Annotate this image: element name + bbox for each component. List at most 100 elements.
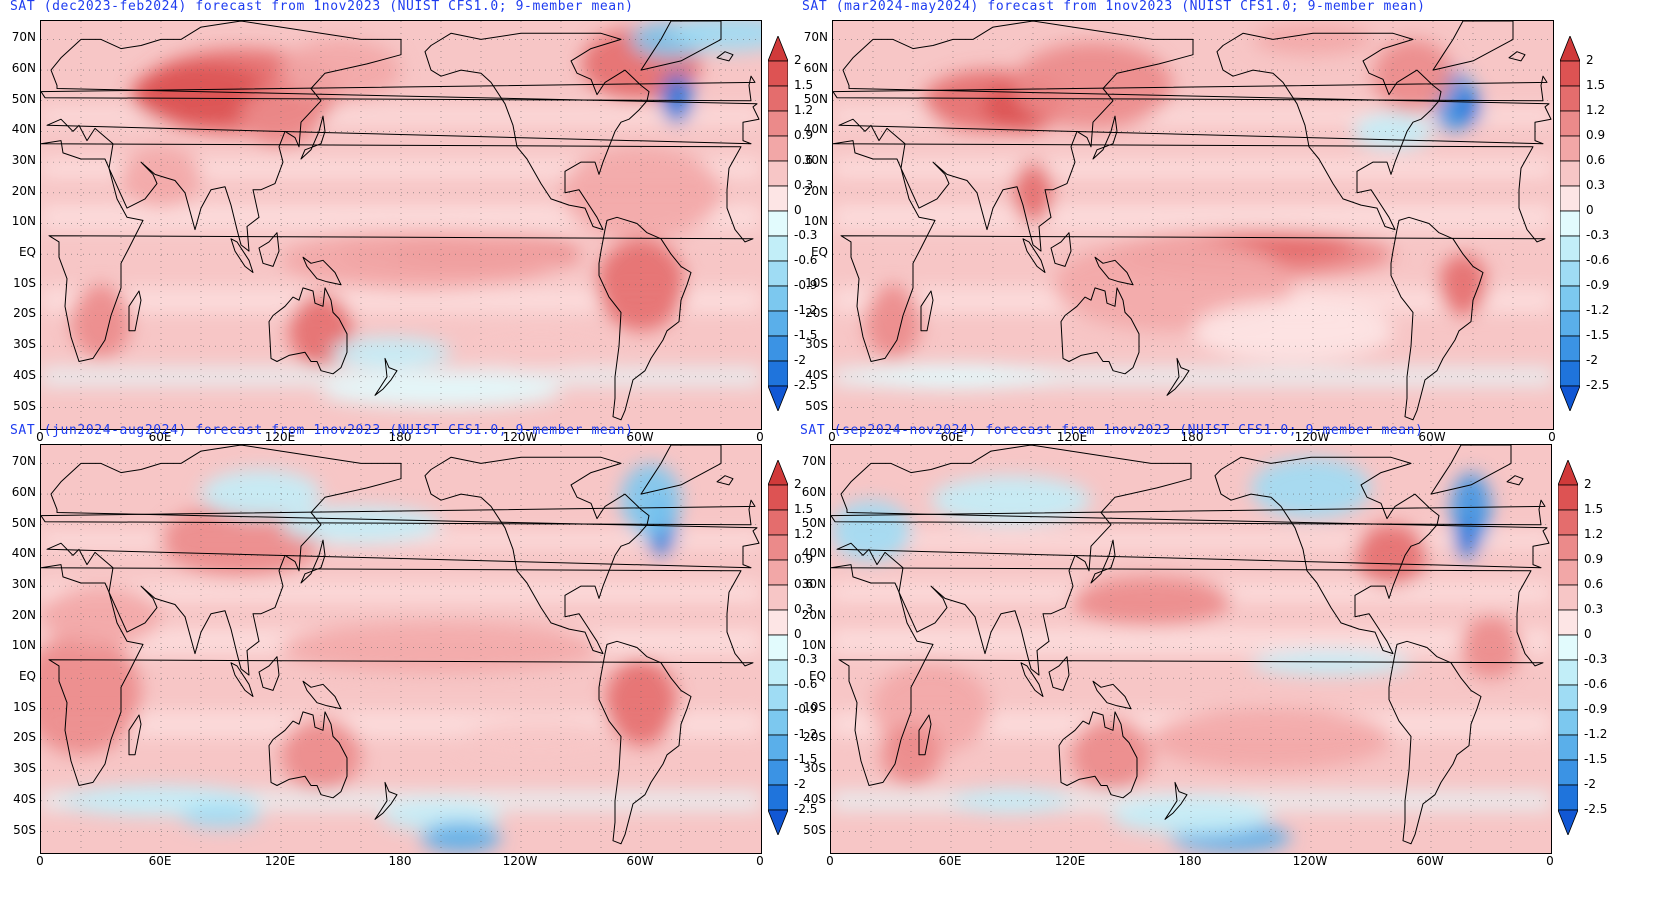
colorbar-swatch: [768, 509, 788, 536]
lon-label: 180: [388, 430, 412, 444]
sumatra-coastline: [230, 238, 254, 273]
colorbar-label: -1.2: [1584, 727, 1608, 741]
colorbar-label: -2.5: [794, 802, 818, 816]
iceland-coastline: [716, 51, 734, 62]
africa-coastline: [41, 564, 754, 786]
britain-coastline: [831, 499, 1546, 526]
colorbar-label: -0.6: [794, 253, 818, 267]
lon-label: 120E: [264, 854, 296, 868]
britain-coastline: [833, 75, 1548, 102]
colorbar-swatch: [768, 609, 788, 636]
colorbar: [1558, 460, 1578, 835]
map-svg: [833, 21, 1553, 429]
lon-label: 0: [36, 430, 44, 444]
colorbar-label: -0.9: [794, 702, 818, 716]
anomaly-region: [605, 659, 677, 746]
colorbar-swatch: [768, 260, 788, 287]
colorbar-label: 0: [794, 627, 802, 641]
anomaly-region: [281, 506, 441, 544]
colorbar-swatch: [768, 734, 788, 761]
lat-label: 50N: [803, 91, 828, 106]
colorbar-swatch: [1560, 235, 1580, 262]
colorbar-label: 0.6: [794, 577, 814, 591]
colorbar-label: -2: [794, 777, 806, 791]
grid-lines: [41, 445, 761, 853]
colorbar-swatch: [768, 36, 788, 62]
lat-label: 40S: [805, 367, 828, 382]
colorbar-swatch: [1558, 659, 1578, 686]
colorbar-label: -2: [1586, 353, 1598, 367]
newguinea-coastline: [302, 680, 342, 710]
grid-lines: [41, 21, 761, 429]
colorbar-label: -1.2: [794, 303, 818, 317]
anomaly-region: [1111, 797, 1271, 835]
colorbar-label: -1.2: [794, 727, 818, 741]
anomaly-region: [865, 284, 921, 359]
greenland-coastline: [640, 21, 722, 71]
colorbar-label: 0.3: [794, 178, 814, 192]
panel-title: SAT (jun2024-aug2024) forecast from 1nov…: [10, 423, 634, 438]
colorbar-label: 0.9: [1584, 552, 1604, 566]
lon-label: 0: [828, 430, 836, 444]
japan-coastline: [1092, 115, 1118, 160]
colorbar-swatch: [768, 659, 788, 686]
colorbar-label: -2: [1584, 777, 1596, 791]
lat-label: 10S: [13, 275, 36, 290]
anomaly-region: [331, 336, 451, 368]
anomaly-region: [1457, 88, 1481, 126]
lat-label: 50S: [803, 822, 826, 837]
britain-coastline: [41, 499, 756, 526]
lon-label: 120W: [1292, 854, 1328, 868]
lon-label: 0: [1548, 430, 1556, 444]
colorbar-swatch: [768, 335, 788, 362]
newguinea-coastline: [1092, 680, 1132, 710]
colorbar-swatch: [1560, 260, 1580, 287]
colorbar-label: -1.5: [1584, 752, 1608, 766]
madagascar-coastline: [128, 290, 142, 332]
lat-label: 30N: [11, 153, 36, 168]
africa-coastline: [833, 140, 1546, 362]
panel-title: SAT (sep2024-nov2024) forecast from 1nov…: [800, 423, 1424, 438]
greenland-coastline: [1432, 21, 1514, 71]
coastlines: [41, 21, 760, 421]
lat-label: 50S: [13, 822, 36, 837]
lat-label: 30N: [803, 153, 828, 168]
lat-label: 30S: [805, 337, 828, 352]
colorbar-swatch: [1558, 509, 1578, 536]
colorbar-label: 2: [1584, 477, 1592, 491]
colorbar-swatch: [768, 584, 788, 611]
australia-coastline: [268, 711, 348, 799]
colorbar-swatch: [768, 235, 788, 262]
madagascar-coastline: [918, 714, 932, 756]
lat-label: 10S: [803, 699, 826, 714]
lat-label: 60N: [801, 485, 826, 500]
colorbar-swatch: [768, 185, 788, 212]
lat-label: 70N: [801, 454, 826, 469]
anomaly-region: [201, 469, 321, 519]
anomaly-region: [461, 321, 621, 371]
eurasia-coastline: [46, 445, 760, 676]
colorbar-label: 0.6: [794, 153, 814, 167]
colorbar-label: 0.3: [1584, 602, 1604, 616]
sumatra-coastline: [1020, 662, 1044, 697]
colorbar-label: 2: [794, 53, 802, 67]
colorbar-swatch: [1558, 634, 1578, 661]
colorbar-label: 0.3: [1586, 178, 1606, 192]
colorbar-swatch: [768, 385, 788, 411]
colorbar-swatch: [1558, 584, 1578, 611]
anomaly-region: [321, 376, 561, 408]
lon-label: 60E: [940, 430, 964, 444]
colorbar-label: 0: [1586, 203, 1594, 217]
colorbar-swatch: [1560, 335, 1580, 362]
samerica-coastline: [1388, 640, 1482, 845]
anomaly-region: [281, 718, 361, 792]
colorbar-swatch: [768, 110, 788, 137]
lat-label: 20N: [801, 607, 826, 622]
colorbar-label: -0.3: [1584, 652, 1608, 666]
colorbar-label: -0.3: [794, 228, 818, 242]
lon-label: 60W: [1418, 430, 1446, 444]
anomaly-map: [40, 444, 762, 854]
colorbar-swatch: [1558, 759, 1578, 786]
anomaly-region: [1013, 162, 1053, 224]
anomaly-region: [161, 503, 321, 577]
